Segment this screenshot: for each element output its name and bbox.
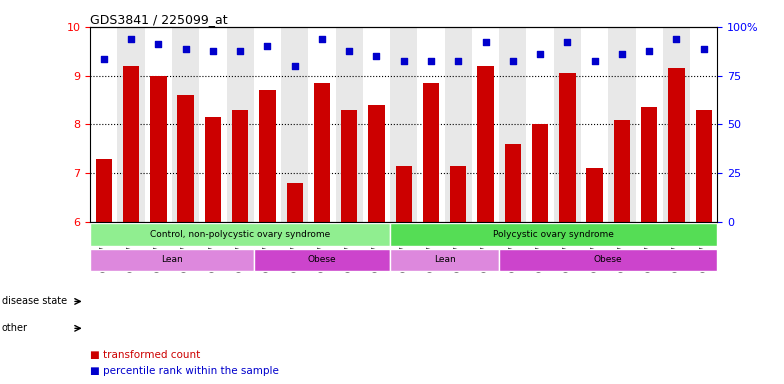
Point: [534, 51, 546, 57]
Bar: [472, 27, 499, 222]
Point: [397, 58, 410, 64]
Point: [370, 53, 383, 59]
Bar: [363, 27, 390, 222]
Point: [588, 58, 601, 64]
Text: ■ percentile rank within the sample: ■ percentile rank within the sample: [90, 366, 279, 376]
Point: [289, 63, 301, 69]
Bar: [423, 83, 439, 222]
Bar: [608, 27, 636, 222]
Point: [261, 43, 274, 50]
Bar: [641, 108, 657, 222]
Bar: [227, 27, 254, 222]
Bar: [232, 110, 249, 222]
Text: Lean: Lean: [161, 255, 183, 265]
Bar: [695, 110, 712, 222]
Bar: [499, 248, 717, 271]
Text: Obese: Obese: [307, 255, 336, 265]
Bar: [390, 223, 717, 246]
Bar: [281, 27, 308, 222]
Bar: [172, 27, 199, 222]
Text: Polycystic ovary syndrome: Polycystic ovary syndrome: [493, 230, 614, 239]
Bar: [341, 110, 358, 222]
Bar: [145, 27, 172, 222]
Bar: [90, 223, 390, 246]
Text: Obese: Obese: [594, 255, 622, 265]
Bar: [205, 117, 221, 222]
Bar: [254, 27, 281, 222]
Bar: [118, 27, 145, 222]
Bar: [151, 76, 166, 222]
Text: Control, non-polycystic ovary syndrome: Control, non-polycystic ovary syndrome: [150, 230, 330, 239]
Text: GDS3841 / 225099_at: GDS3841 / 225099_at: [90, 13, 228, 26]
Point: [180, 46, 192, 52]
Point: [234, 48, 246, 54]
Text: Lean: Lean: [434, 255, 456, 265]
Bar: [527, 27, 554, 222]
Bar: [286, 183, 303, 222]
Bar: [390, 248, 499, 271]
Bar: [368, 105, 385, 222]
Point: [698, 46, 710, 52]
Bar: [199, 27, 227, 222]
Bar: [505, 144, 521, 222]
Bar: [586, 168, 603, 222]
Point: [506, 58, 519, 64]
Point: [97, 56, 110, 62]
Bar: [96, 159, 112, 222]
Bar: [477, 66, 494, 222]
Bar: [177, 95, 194, 222]
Point: [125, 36, 137, 42]
Bar: [581, 27, 608, 222]
Point: [670, 36, 683, 42]
Text: other: other: [2, 323, 27, 333]
Point: [452, 58, 465, 64]
Bar: [314, 83, 330, 222]
Bar: [668, 68, 684, 222]
Bar: [396, 166, 412, 222]
Point: [316, 36, 328, 42]
Bar: [90, 248, 254, 271]
Bar: [390, 27, 417, 222]
Text: disease state: disease state: [2, 296, 67, 306]
Text: ■ transformed count: ■ transformed count: [90, 350, 201, 360]
Bar: [445, 27, 472, 222]
Bar: [499, 27, 527, 222]
Point: [615, 51, 628, 57]
Bar: [662, 27, 690, 222]
Point: [425, 58, 437, 64]
Point: [643, 48, 655, 54]
Bar: [417, 27, 445, 222]
Bar: [559, 73, 575, 222]
Point: [479, 38, 492, 45]
Point: [207, 48, 220, 54]
Point: [152, 41, 165, 47]
Bar: [690, 27, 717, 222]
Bar: [308, 27, 336, 222]
Bar: [123, 66, 140, 222]
Bar: [614, 119, 630, 222]
Bar: [336, 27, 363, 222]
Bar: [636, 27, 662, 222]
Point: [343, 48, 355, 54]
Bar: [260, 90, 276, 222]
Bar: [450, 166, 466, 222]
Bar: [254, 248, 390, 271]
Bar: [532, 124, 548, 222]
Point: [561, 38, 574, 45]
Bar: [554, 27, 581, 222]
Bar: [90, 27, 118, 222]
